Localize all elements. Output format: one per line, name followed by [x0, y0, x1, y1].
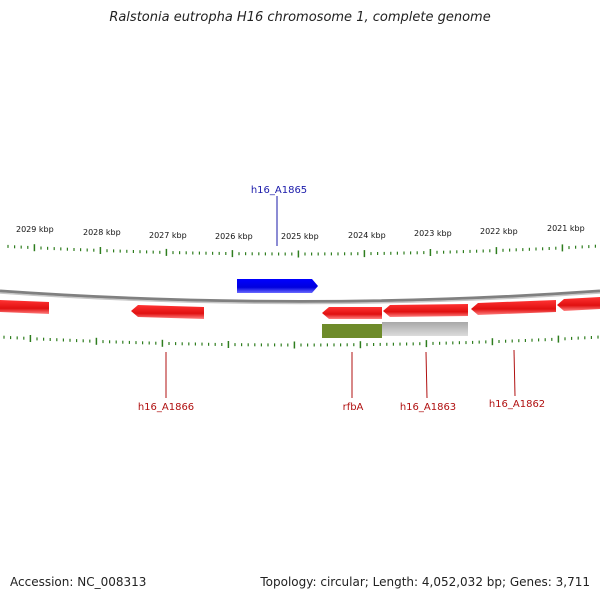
leader-line-h16-A1862 [513, 349, 516, 397]
genome-summary-text: Topology: circular; Length: 4,052,032 bp… [260, 575, 590, 589]
feature-band-green[interactable] [322, 324, 382, 338]
scale-label: 2026 kbp [215, 232, 253, 241]
gene-label-h16-A1862[interactable]: h16_A1862 [489, 399, 545, 410]
chromosome-backbone-highlight [0, 292, 600, 305]
leader-line-h16-A1863 [425, 351, 428, 399]
gene-label-h16-A1865[interactable]: h16_A1865 [251, 185, 307, 196]
scale-label: 2021 kbp [547, 224, 585, 233]
outer-tick-marks [7, 244, 597, 258]
scale-label: 2023 kbp [414, 229, 452, 238]
gene-arrow-h16-A1866[interactable] [131, 305, 204, 319]
scale-labels: 2029 kbp 2028 kbp 2027 kbp 2026 kbp 2025… [16, 224, 585, 241]
accession-text: Accession: NC_008313 [10, 575, 147, 589]
gene-arrow-h16-A1862[interactable] [471, 300, 556, 315]
gene-arrow-right-partial[interactable] [557, 297, 600, 311]
scale-label: 2022 kbp [480, 227, 518, 236]
gene-arrow-h16-A1865[interactable] [237, 279, 318, 293]
feature-band-grey[interactable] [382, 322, 468, 336]
inner-tick-marks [3, 335, 599, 349]
scale-label: 2027 kbp [149, 231, 187, 240]
gene-label-rfbA[interactable]: rfbA [343, 402, 364, 413]
map-title: Ralstonia eutropha H16 chromosome 1, com… [109, 10, 491, 25]
scale-label: 2028 kbp [83, 228, 121, 237]
scale-label: 2029 kbp [16, 225, 54, 234]
gene-arrow-h16-A1863[interactable] [383, 304, 468, 317]
gene-arrow-rfbA[interactable] [322, 307, 382, 319]
gene-arrow-left-partial[interactable] [0, 300, 49, 314]
scale-label: 2024 kbp [348, 231, 386, 240]
scale-label: 2025 kbp [281, 232, 319, 241]
chromosome-backbone [0, 289, 600, 303]
gene-label-h16-A1863[interactable]: h16_A1863 [400, 402, 456, 413]
gene-label-h16-A1866[interactable]: h16_A1866 [138, 402, 194, 413]
